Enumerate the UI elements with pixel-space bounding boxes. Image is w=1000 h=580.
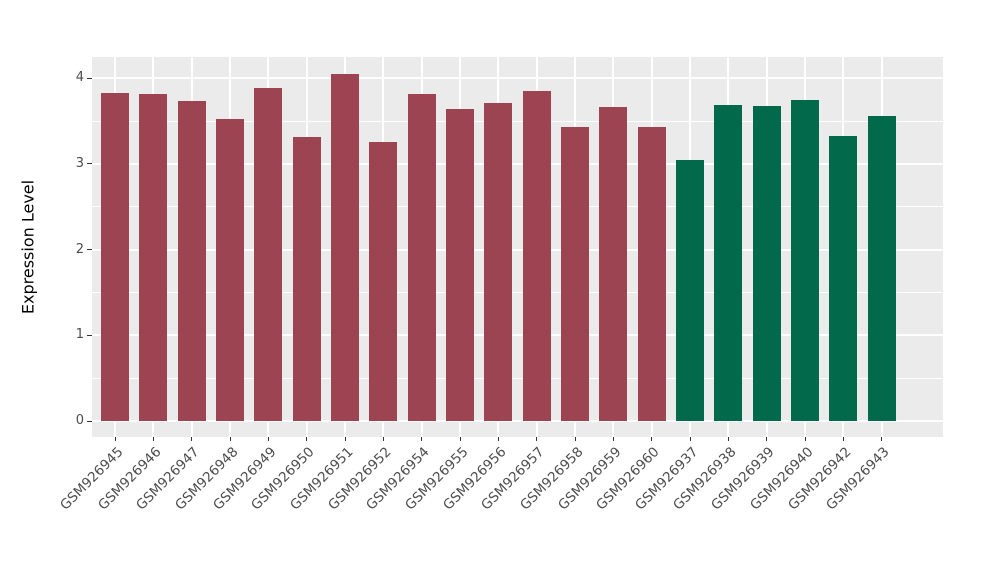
bar	[369, 141, 398, 421]
x-tick-mark	[842, 437, 844, 441]
y-tick-mark	[87, 420, 92, 422]
x-tick-mark	[191, 437, 193, 441]
bar	[522, 91, 551, 421]
x-tick-mark	[612, 437, 614, 441]
y-tick-label: 4	[75, 70, 84, 86]
bar	[752, 105, 781, 421]
x-tick-mark	[459, 437, 461, 441]
plot-panel	[92, 57, 943, 437]
gridline-minor-y	[92, 291, 943, 293]
bar	[714, 104, 743, 421]
x-tick-mark	[114, 437, 116, 441]
bar	[829, 136, 858, 421]
gridline-major-y	[92, 420, 943, 422]
x-tick-mark	[536, 437, 538, 441]
gridline-major-y	[92, 334, 943, 337]
x-tick-mark	[651, 437, 653, 441]
bar	[676, 160, 704, 421]
bar	[101, 92, 129, 421]
x-tick-mark	[306, 437, 308, 441]
gridline-major-y	[92, 77, 943, 80]
gridline-minor-y	[92, 206, 943, 208]
y-tick-mark	[87, 77, 92, 79]
bar	[791, 99, 819, 421]
y-tick-label: 0	[75, 413, 84, 428]
bar	[254, 88, 283, 421]
bar	[292, 137, 321, 421]
bar	[446, 109, 474, 421]
x-tick-mark	[881, 437, 883, 441]
bar	[637, 127, 666, 421]
y-tick-label: 1	[75, 327, 84, 343]
x-tick-mark	[727, 437, 729, 441]
x-tick-mark	[382, 437, 384, 441]
bar	[139, 94, 168, 421]
y-tick-mark	[87, 249, 92, 251]
x-tick-mark	[267, 437, 269, 441]
y-tick-mark	[87, 334, 92, 336]
bar	[484, 103, 513, 421]
bar	[407, 94, 436, 421]
gridline-minor-y	[92, 377, 943, 379]
x-tick-mark	[497, 437, 499, 441]
bar	[216, 119, 244, 421]
x-tick-mark	[344, 437, 346, 441]
bar	[599, 107, 628, 421]
x-tick-mark	[574, 437, 576, 441]
y-tick-mark	[87, 163, 92, 165]
y-tick-label: 2	[75, 241, 84, 257]
bar	[561, 127, 589, 421]
gridline-minor-y	[92, 120, 943, 122]
bar	[177, 101, 206, 421]
x-tick-mark	[229, 437, 231, 441]
bar	[867, 115, 896, 421]
x-tick-mark	[804, 437, 806, 441]
x-tick-mark	[152, 437, 154, 441]
x-tick-mark	[689, 437, 691, 441]
x-tick-mark	[421, 437, 423, 441]
gridline-major-y	[92, 162, 943, 165]
y-tick-label: 3	[75, 155, 84, 171]
gridline-major-y	[92, 248, 943, 251]
bar	[331, 73, 359, 421]
x-tick-mark	[766, 437, 768, 441]
